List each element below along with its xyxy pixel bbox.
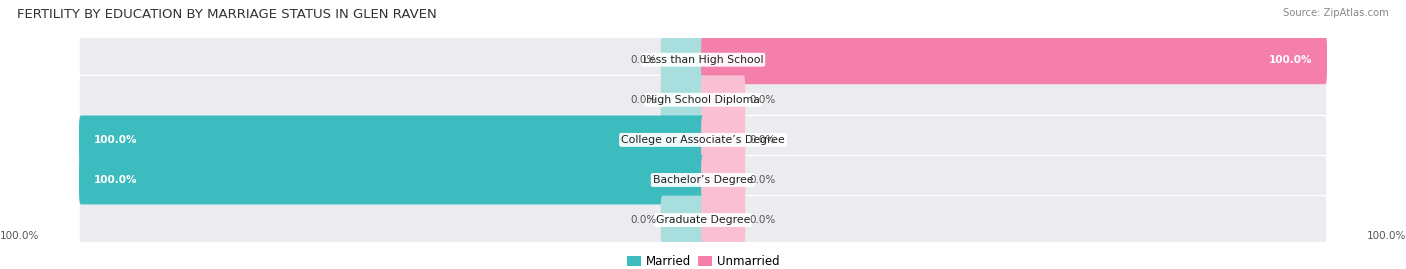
- FancyBboxPatch shape: [702, 75, 1327, 124]
- Text: 100.0%: 100.0%: [1270, 55, 1313, 65]
- Text: Bachelor’s Degree: Bachelor’s Degree: [652, 175, 754, 185]
- Text: 100.0%: 100.0%: [1367, 231, 1406, 241]
- FancyBboxPatch shape: [79, 155, 704, 204]
- Text: 0.0%: 0.0%: [749, 215, 776, 225]
- FancyBboxPatch shape: [702, 196, 1327, 245]
- FancyBboxPatch shape: [702, 75, 745, 124]
- FancyBboxPatch shape: [79, 75, 704, 124]
- FancyBboxPatch shape: [702, 115, 1327, 164]
- Text: 100.0%: 100.0%: [93, 135, 136, 145]
- FancyBboxPatch shape: [702, 115, 745, 164]
- FancyBboxPatch shape: [661, 75, 704, 124]
- Text: 0.0%: 0.0%: [749, 175, 776, 185]
- FancyBboxPatch shape: [661, 196, 704, 245]
- Legend: Married, Unmarried: Married, Unmarried: [621, 250, 785, 269]
- FancyBboxPatch shape: [79, 35, 704, 84]
- Text: 100.0%: 100.0%: [93, 175, 136, 185]
- FancyBboxPatch shape: [702, 155, 1327, 204]
- FancyBboxPatch shape: [79, 155, 704, 204]
- FancyBboxPatch shape: [702, 196, 745, 245]
- Text: Graduate Degree: Graduate Degree: [655, 215, 751, 225]
- Text: 100.0%: 100.0%: [0, 231, 39, 241]
- FancyBboxPatch shape: [79, 115, 704, 164]
- FancyBboxPatch shape: [79, 196, 704, 245]
- Text: 0.0%: 0.0%: [749, 135, 776, 145]
- Text: 0.0%: 0.0%: [630, 55, 657, 65]
- FancyBboxPatch shape: [661, 35, 704, 84]
- FancyBboxPatch shape: [79, 115, 704, 164]
- Text: FERTILITY BY EDUCATION BY MARRIAGE STATUS IN GLEN RAVEN: FERTILITY BY EDUCATION BY MARRIAGE STATU…: [17, 8, 437, 21]
- Text: 0.0%: 0.0%: [630, 95, 657, 105]
- Text: 0.0%: 0.0%: [630, 215, 657, 225]
- Text: High School Diploma: High School Diploma: [647, 95, 759, 105]
- Text: Less than High School: Less than High School: [643, 55, 763, 65]
- Text: 0.0%: 0.0%: [749, 95, 776, 105]
- Text: Source: ZipAtlas.com: Source: ZipAtlas.com: [1284, 8, 1389, 18]
- FancyBboxPatch shape: [702, 35, 1327, 84]
- FancyBboxPatch shape: [702, 35, 1327, 84]
- FancyBboxPatch shape: [702, 155, 745, 204]
- Text: College or Associate’s Degree: College or Associate’s Degree: [621, 135, 785, 145]
